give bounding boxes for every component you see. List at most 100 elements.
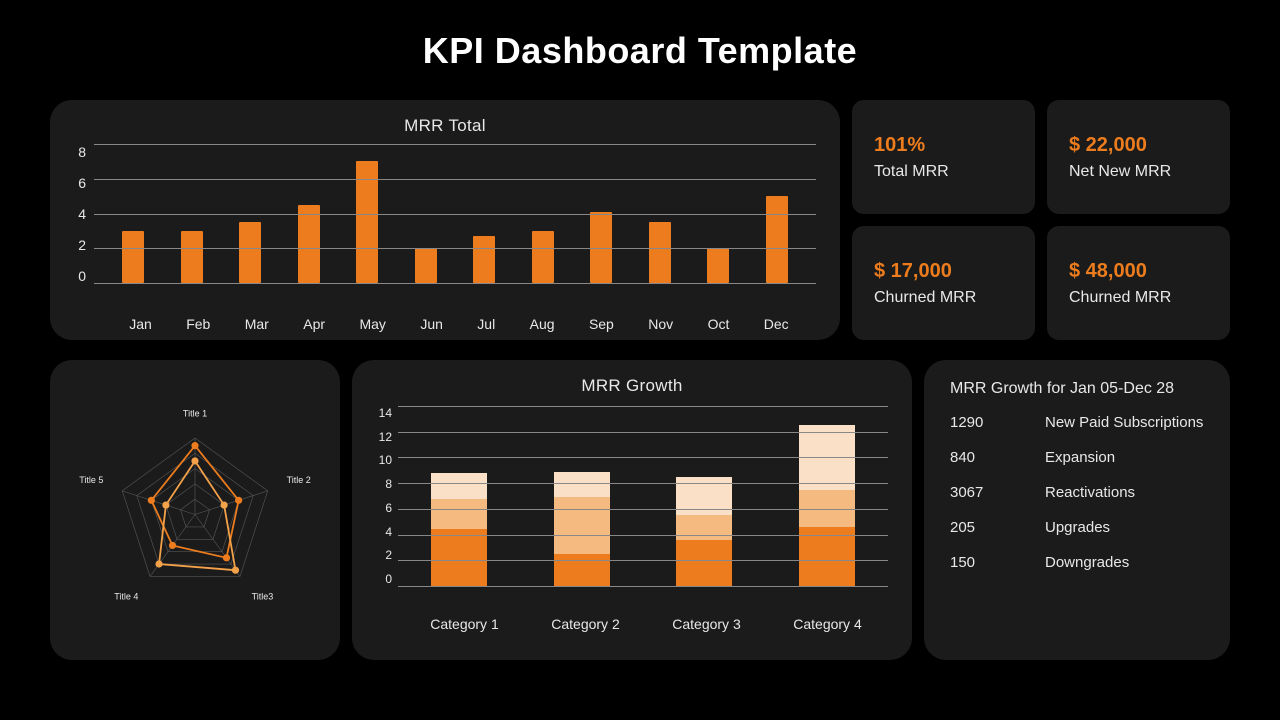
bar	[181, 231, 203, 283]
mrr-total-panel: MRR Total 86420 JanFebMarAprMayJunJulAug…	[50, 100, 840, 340]
stacked-bar	[554, 472, 610, 586]
y-tick-label: 8	[74, 144, 86, 160]
growth-chart: 14121086420	[376, 400, 888, 610]
radar-chart: Title 1Title 2Title3Title 4Title 5	[60, 370, 330, 650]
kpi-value: $ 17,000	[874, 260, 1013, 283]
bar	[707, 248, 729, 283]
bar-segment	[676, 515, 732, 539]
bar-segment	[554, 554, 610, 586]
gridline	[94, 248, 816, 249]
radar-axis-label: Title 5	[79, 475, 103, 485]
growth-panel: MRR Growth 14121086420 Category 1Categor…	[352, 360, 912, 660]
radar-spoke	[195, 491, 268, 515]
bar	[239, 222, 261, 283]
gridline	[398, 586, 888, 587]
list-item-label: Upgrades	[1045, 519, 1110, 536]
stacked-bar	[676, 477, 732, 586]
radar-axis-label: Title3	[252, 592, 274, 602]
kpi-value: $ 22,000	[1069, 134, 1208, 157]
kpi-label: Total MRR	[874, 163, 1013, 181]
stacked-bar	[431, 473, 487, 586]
bar	[415, 248, 437, 283]
radar-marker	[162, 501, 169, 508]
y-tick-label: 6	[376, 501, 392, 515]
kpi-value: 101%	[874, 134, 1013, 157]
radar-axis-label: Title 4	[114, 592, 138, 602]
x-tick-label: Category 3	[672, 616, 740, 632]
x-tick-label: May	[359, 316, 385, 332]
x-tick-label: Aug	[530, 316, 555, 332]
x-tick-label: Category 4	[793, 616, 861, 632]
mrr-y-axis: 86420	[74, 144, 94, 284]
x-tick-label: Jan	[129, 316, 152, 332]
bar-segment	[431, 473, 487, 499]
gridline	[398, 483, 888, 484]
bar	[473, 236, 495, 283]
list-item-value: 1290	[950, 414, 1045, 431]
stacked-bar	[799, 425, 855, 586]
radar-marker	[191, 457, 198, 464]
list-item-value: 3067	[950, 484, 1045, 501]
radar-marker	[191, 442, 198, 449]
radar-spoke	[122, 491, 195, 515]
bar-segment	[554, 472, 610, 498]
y-tick-label: 10	[376, 453, 392, 467]
y-tick-label: 2	[74, 237, 86, 253]
mrr-x-axis: JanFebMarAprMayJunJulAugSepNovOctDec	[102, 316, 816, 332]
mrr-plot-area	[94, 144, 816, 284]
bar-segment	[554, 497, 610, 554]
kpi-value: $ 48,000	[1069, 260, 1208, 283]
y-tick-label: 4	[376, 525, 392, 539]
bar-segment	[431, 499, 487, 530]
gridline	[398, 406, 888, 407]
bar-segment	[799, 527, 855, 586]
growth-list-title: MRR Growth for Jan 05-Dec 28	[950, 380, 1204, 398]
list-item-label: New Paid Subscriptions	[1045, 414, 1203, 431]
mrr-total-chart: 86420	[74, 140, 816, 310]
kpi-label: Churned MRR	[874, 289, 1013, 307]
list-item-value: 150	[950, 554, 1045, 571]
x-tick-label: Mar	[245, 316, 269, 332]
kpi-card: 101% Total MRR	[852, 100, 1035, 214]
x-tick-label: Category 1	[430, 616, 498, 632]
gridline	[398, 560, 888, 561]
list-item-value: 840	[950, 449, 1045, 466]
radar-marker	[221, 501, 228, 508]
gridline	[398, 535, 888, 536]
list-item-value: 205	[950, 519, 1045, 536]
x-tick-label: Category 2	[551, 616, 619, 632]
y-tick-label: 14	[376, 406, 392, 420]
list-item: 205Upgrades	[950, 519, 1204, 536]
x-tick-label: Feb	[186, 316, 210, 332]
bar	[122, 231, 144, 283]
top-row: MRR Total 86420 JanFebMarAprMayJunJulAug…	[50, 100, 1230, 340]
bar	[298, 205, 320, 283]
y-tick-label: 6	[74, 175, 86, 191]
radar-axis-label: Title 1	[183, 408, 207, 418]
kpi-grid: 101% Total MRR $ 22,000 Net New MRR $ 17,000…	[852, 100, 1230, 340]
x-tick-label: Apr	[303, 316, 325, 332]
y-tick-label: 2	[376, 548, 392, 562]
bar-segment	[431, 529, 487, 586]
y-tick-label: 8	[376, 477, 392, 491]
gridline	[94, 179, 816, 180]
growth-title: MRR Growth	[376, 376, 888, 396]
mrr-total-title: MRR Total	[74, 116, 816, 136]
kpi-card: $ 48,000Churned MRR	[1047, 226, 1230, 340]
radar-marker	[235, 497, 242, 504]
y-tick-label: 0	[74, 268, 86, 284]
radar-marker	[155, 560, 162, 567]
gridline	[94, 283, 816, 284]
gridline	[398, 432, 888, 433]
list-item: 840Expansion	[950, 449, 1204, 466]
kpi-label: Net New MRR	[1069, 163, 1208, 181]
list-item: 150Downgrades	[950, 554, 1204, 571]
gridline	[94, 214, 816, 215]
growth-y-axis: 14121086420	[376, 406, 398, 586]
list-item-label: Reactivations	[1045, 484, 1135, 501]
growth-list-panel: MRR Growth for Jan 05-Dec 28 1290New Pai…	[924, 360, 1230, 660]
page-title: KPI Dashboard Template	[50, 30, 1230, 72]
radar-marker	[169, 542, 176, 549]
gridline	[94, 144, 816, 145]
kpi-card: $ 17,000 Churned MRR	[852, 226, 1035, 340]
